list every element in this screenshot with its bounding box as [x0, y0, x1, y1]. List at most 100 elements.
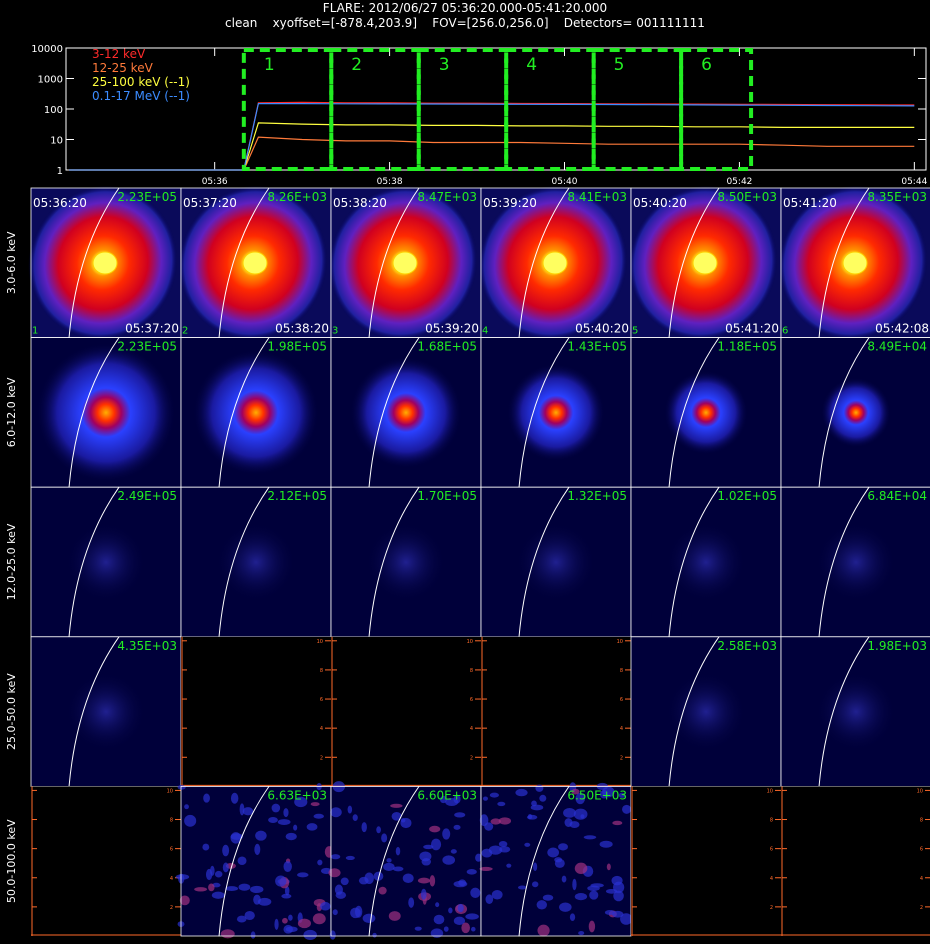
noise — [454, 812, 466, 818]
noise — [435, 902, 440, 908]
noise — [443, 926, 449, 932]
peak-value: 1.68E+05 — [417, 340, 477, 354]
noise — [203, 793, 210, 803]
tick-label: 10 — [617, 639, 623, 645]
peak-value: 1.43E+05 — [567, 340, 627, 354]
noise — [236, 915, 247, 923]
source — [216, 522, 296, 603]
peak-value: 2.58E+03 — [717, 639, 777, 653]
tick-label: 2 — [320, 755, 323, 761]
noise — [612, 910, 624, 918]
energy-label: 3.0-6.0 keV — [5, 231, 18, 294]
noise — [618, 792, 626, 798]
noise — [491, 890, 503, 900]
y-tick-label: 1 — [57, 166, 63, 177]
image-panel: 1.68E+05 — [330, 337, 482, 488]
source — [816, 671, 896, 752]
noise — [381, 833, 388, 843]
image-panel: 2.23E+05 — [30, 337, 182, 488]
noise — [563, 807, 576, 818]
tick-label: 4 — [920, 876, 923, 882]
legend-label: 0.1-17 MeV (--1) — [92, 89, 190, 103]
end-time: 05:37:20 — [125, 322, 179, 336]
start-time: 05:39:20 — [483, 196, 537, 210]
noise — [536, 900, 548, 910]
noise — [498, 817, 512, 825]
limb — [368, 187, 420, 339]
energy-label: 25.0-50.0 keV — [5, 673, 18, 750]
noise — [253, 894, 261, 905]
noise — [605, 888, 618, 894]
noise — [222, 862, 229, 873]
noise — [439, 795, 447, 804]
panel-index: 4 — [482, 326, 488, 337]
noise — [277, 819, 291, 825]
image-panel: 8.35E+03 05:41:20 05:42:08 6 — [778, 185, 930, 341]
noise — [242, 807, 254, 816]
x-tick-label: 05:42 — [726, 177, 752, 187]
y-tick-label: 1000 — [38, 75, 63, 86]
limb — [518, 337, 570, 488]
y-tick-label: 100 — [44, 105, 63, 116]
image-panel: 8.49E+04 — [780, 337, 930, 488]
noise — [433, 914, 445, 925]
peak-value: 1.98E+03 — [867, 639, 927, 653]
noise — [222, 844, 230, 857]
noise — [283, 924, 293, 934]
noise — [490, 818, 501, 825]
panel-index: 2 — [182, 326, 188, 337]
noise — [244, 910, 255, 921]
limb — [668, 636, 720, 787]
tick-label: 10 — [167, 788, 173, 794]
noise — [498, 840, 508, 848]
image-panel: 8.47E+03 05:38:20 05:39:20 3 — [328, 185, 482, 341]
noise — [465, 913, 479, 920]
noise — [574, 893, 588, 901]
panel-index: 3 — [332, 326, 338, 337]
limb — [668, 337, 720, 488]
noise — [613, 890, 624, 902]
tick-label: 8 — [770, 818, 773, 824]
source — [516, 522, 596, 603]
interval-box — [329, 48, 421, 171]
peak-value: 8.49E+04 — [867, 340, 927, 354]
legend-label: 3-12 keV — [92, 47, 146, 61]
end-time: 05:40:20 — [575, 322, 629, 336]
light-curve — [68, 103, 915, 171]
source — [66, 522, 146, 603]
peak-value: 1.02E+05 — [717, 489, 777, 503]
noise — [573, 808, 588, 820]
noise — [361, 822, 367, 833]
noise — [373, 871, 384, 881]
noise — [175, 874, 190, 880]
noise — [257, 897, 272, 906]
noise — [466, 869, 477, 875]
noise — [479, 814, 489, 827]
noise — [561, 875, 567, 883]
image-panel: 2 4 6 8 10 — [481, 636, 631, 787]
noise — [293, 824, 298, 831]
limb — [818, 636, 870, 787]
image-panel: 2 4 6 8 10 — [781, 786, 930, 937]
source — [666, 522, 746, 603]
noise — [564, 818, 573, 827]
noise — [274, 918, 279, 930]
noise — [414, 926, 422, 931]
noise — [453, 916, 466, 926]
source — [350, 356, 462, 469]
noise — [448, 907, 453, 914]
noise — [612, 820, 623, 826]
limb — [68, 486, 120, 638]
image-panel: 1.43E+05 — [480, 337, 632, 488]
noise — [214, 870, 223, 878]
empty-panel — [781, 786, 930, 936]
noise — [332, 909, 338, 916]
noise — [211, 891, 225, 899]
image-panel: 1.98E+03 — [780, 636, 930, 787]
noise — [283, 808, 289, 818]
limb — [368, 337, 420, 488]
tick-label: 6 — [320, 697, 323, 703]
noise — [580, 814, 585, 819]
start-time: 05:40:20 — [633, 196, 687, 210]
